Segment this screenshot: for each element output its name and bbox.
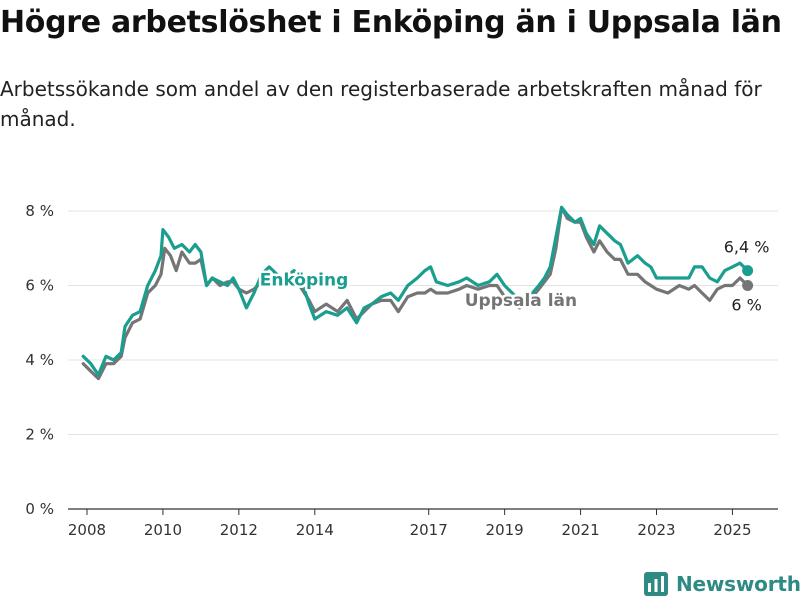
x-tick-label: 2021 <box>561 521 599 539</box>
uppsala-series-label-halo: Uppsala län <box>465 291 577 311</box>
y-tick-label: 6 % <box>25 277 54 295</box>
chart-title: Högre arbetslöshet i Enköping än i Uppsa… <box>0 5 782 40</box>
enkoping-series-label: Enköping <box>260 271 349 291</box>
series-lines <box>81 205 754 381</box>
x-tick-label: 2014 <box>296 521 334 539</box>
enkoping-end-value: 6,4 % <box>724 238 770 257</box>
newsworthy-logo-icon <box>644 572 668 596</box>
x-tick-label: 2017 <box>410 521 448 539</box>
x-tick-label: 2010 <box>144 521 182 539</box>
enkoping-end-point <box>742 265 754 277</box>
brand-name: Newsworthy <box>676 572 800 596</box>
uppsala-end-value-halo: 6 % <box>731 296 761 315</box>
y-tick-label: 2 % <box>25 426 54 444</box>
x-tick-label: 2012 <box>220 521 258 539</box>
uppsala-end-value: 6 % <box>731 296 761 315</box>
uppsala-line <box>81 205 750 381</box>
x-tick-label: 2008 <box>68 521 106 539</box>
uppsala-series-label: Uppsala län <box>465 291 577 311</box>
y-tick-label: 4 % <box>25 351 54 369</box>
enkoping-end-value-halo: 6,4 % <box>724 238 770 257</box>
brand-logo: Newsworthy <box>644 568 800 600</box>
x-axis: 2008 2010 2012 2014 2017 2019 2021 2023 2025 <box>68 509 752 539</box>
gridlines <box>68 210 778 510</box>
enkoping-series-label-halo: Enköping <box>260 271 349 291</box>
chart-subtitle: Arbetssökande som andel av den registerb… <box>0 77 762 131</box>
y-tick-label: 8 % <box>25 202 54 220</box>
y-tick-label: 0 % <box>25 500 54 518</box>
x-tick-label: 2023 <box>637 521 675 539</box>
x-tick-label: 2025 <box>713 521 751 539</box>
enkoping-line <box>81 205 750 377</box>
y-axis: 0 % 2 % 4 % 6 % 8 % <box>25 202 54 518</box>
uppsala-end-point <box>742 280 754 291</box>
x-tick-label: 2019 <box>486 521 524 539</box>
